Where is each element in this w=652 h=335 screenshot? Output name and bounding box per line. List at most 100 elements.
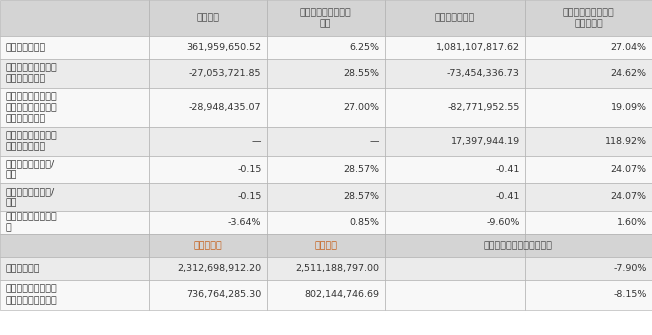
Text: 736,764,285.30: 736,764,285.30 xyxy=(186,290,261,299)
Bar xyxy=(267,257,385,280)
Text: 24.07%: 24.07% xyxy=(611,165,647,174)
Bar xyxy=(0,280,149,310)
Bar xyxy=(525,257,652,280)
Text: 1.60%: 1.60% xyxy=(617,218,647,227)
Text: 24.62%: 24.62% xyxy=(611,69,647,78)
Text: 归属于上市公司股东
的净利润（元）: 归属于上市公司股东 的净利润（元） xyxy=(5,64,57,84)
Bar xyxy=(0,88,149,127)
Bar xyxy=(149,234,267,257)
Text: 本报告期末: 本报告期末 xyxy=(193,241,222,250)
Bar xyxy=(267,59,385,88)
Bar xyxy=(0,257,149,280)
Bar xyxy=(149,59,267,88)
Bar xyxy=(267,88,385,127)
Text: 本报告期比上年同期
增减: 本报告期比上年同期 增减 xyxy=(300,8,351,28)
Text: -7.90%: -7.90% xyxy=(614,264,647,273)
Bar xyxy=(525,280,652,310)
Text: 28.55%: 28.55% xyxy=(344,69,379,78)
Bar xyxy=(0,59,149,88)
Text: -73,454,336.73: -73,454,336.73 xyxy=(447,69,520,78)
Text: 本报告期: 本报告期 xyxy=(196,14,219,22)
Text: 归属于上市公司股东
的所有者权益（元）: 归属于上市公司股东 的所有者权益（元） xyxy=(5,285,57,305)
Text: 17,397,944.19: 17,397,944.19 xyxy=(451,137,520,146)
Text: 经营活动产生的现金
流量净额（元）: 经营活动产生的现金 流量净额（元） xyxy=(5,131,57,151)
Text: 年初至报告期末: 年初至报告期末 xyxy=(435,14,475,22)
Bar xyxy=(149,127,267,156)
Text: 基本每股收益（元/
股）: 基本每股收益（元/ 股） xyxy=(5,159,55,180)
Text: 24.07%: 24.07% xyxy=(611,193,647,201)
Text: -8.15%: -8.15% xyxy=(614,290,647,299)
Text: -28,948,435.07: -28,948,435.07 xyxy=(189,103,261,112)
Bar xyxy=(525,127,652,156)
Bar xyxy=(0,0,149,36)
Text: -0.15: -0.15 xyxy=(237,193,261,201)
Bar xyxy=(149,257,267,280)
Bar xyxy=(149,0,267,36)
Bar xyxy=(149,211,267,234)
Bar xyxy=(149,183,267,211)
Text: —: — xyxy=(370,137,379,146)
Bar xyxy=(385,0,525,36)
Text: 361,959,650.52: 361,959,650.52 xyxy=(186,43,261,52)
Text: 本报告期末比上年度末增减: 本报告期末比上年度末增减 xyxy=(484,241,553,250)
Text: 营业收入（元）: 营业收入（元） xyxy=(5,43,46,52)
Bar xyxy=(267,156,385,183)
Text: 27.04%: 27.04% xyxy=(611,43,647,52)
Bar xyxy=(0,234,149,257)
Text: 1,081,107,817.62: 1,081,107,817.62 xyxy=(436,43,520,52)
Text: 27.00%: 27.00% xyxy=(344,103,379,112)
Bar xyxy=(385,59,525,88)
Bar xyxy=(149,88,267,127)
Text: —: — xyxy=(252,137,261,146)
Bar xyxy=(267,36,385,59)
Bar xyxy=(385,88,525,127)
Bar xyxy=(267,127,385,156)
Bar xyxy=(525,234,652,257)
Bar xyxy=(525,211,652,234)
Bar xyxy=(267,280,385,310)
Bar xyxy=(385,127,525,156)
Bar xyxy=(385,257,525,280)
Text: -0.15: -0.15 xyxy=(237,165,261,174)
Text: -27,053,721.85: -27,053,721.85 xyxy=(189,69,261,78)
Bar xyxy=(0,127,149,156)
Text: -0.41: -0.41 xyxy=(496,165,520,174)
Bar xyxy=(149,280,267,310)
Text: 19.09%: 19.09% xyxy=(611,103,647,112)
Bar xyxy=(525,156,652,183)
Text: 2,511,188,797.00: 2,511,188,797.00 xyxy=(295,264,379,273)
Bar xyxy=(525,0,652,36)
Bar xyxy=(385,280,525,310)
Bar xyxy=(267,183,385,211)
Text: 28.57%: 28.57% xyxy=(344,165,379,174)
Bar xyxy=(525,59,652,88)
Bar xyxy=(267,234,385,257)
Text: 年初至报告期末比上
年同期增减: 年初至报告期末比上 年同期增减 xyxy=(563,8,614,28)
Text: 802,144,746.69: 802,144,746.69 xyxy=(304,290,379,299)
Bar xyxy=(267,211,385,234)
Bar xyxy=(525,183,652,211)
Text: -3.64%: -3.64% xyxy=(228,218,261,227)
Text: 6.25%: 6.25% xyxy=(349,43,379,52)
Text: 0.85%: 0.85% xyxy=(349,218,379,227)
Bar xyxy=(385,234,525,257)
Bar xyxy=(525,88,652,127)
Bar xyxy=(385,211,525,234)
Text: 28.57%: 28.57% xyxy=(344,193,379,201)
Bar xyxy=(385,36,525,59)
Bar xyxy=(385,183,525,211)
Text: 加权平均净资产收益
率: 加权平均净资产收益 率 xyxy=(5,212,57,232)
Text: 2,312,698,912.20: 2,312,698,912.20 xyxy=(177,264,261,273)
Bar xyxy=(267,0,385,36)
Text: -0.41: -0.41 xyxy=(496,193,520,201)
Text: -82,771,952.55: -82,771,952.55 xyxy=(447,103,520,112)
Bar xyxy=(525,36,652,59)
Bar xyxy=(149,36,267,59)
Bar xyxy=(149,156,267,183)
Bar xyxy=(0,156,149,183)
Text: -9.60%: -9.60% xyxy=(486,218,520,227)
Text: 上年度末: 上年度末 xyxy=(314,241,337,250)
Text: 总资产（元）: 总资产（元） xyxy=(5,264,40,273)
Text: 稀释每股收益（元/
股）: 稀释每股收益（元/ 股） xyxy=(5,187,55,207)
Bar xyxy=(0,36,149,59)
